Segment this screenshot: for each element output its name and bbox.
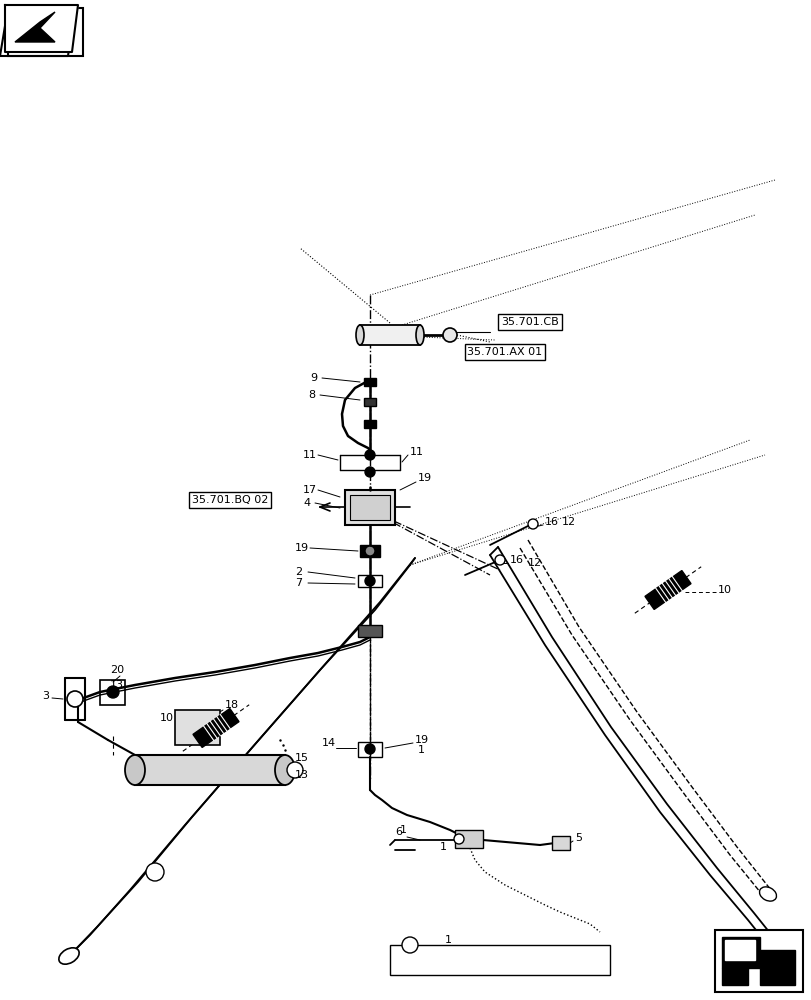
Text: 14: 14 xyxy=(322,738,336,748)
Polygon shape xyxy=(721,968,747,985)
Bar xyxy=(714,930,802,992)
Text: 16: 16 xyxy=(544,517,558,527)
Text: 7: 7 xyxy=(294,578,302,588)
Bar xyxy=(363,398,375,406)
Text: 13: 13 xyxy=(294,770,309,780)
Bar xyxy=(363,420,375,428)
Bar xyxy=(454,830,483,848)
Polygon shape xyxy=(5,5,78,52)
Bar xyxy=(551,836,569,850)
Circle shape xyxy=(146,863,164,881)
Circle shape xyxy=(365,546,375,556)
Bar xyxy=(8,8,83,56)
Circle shape xyxy=(443,328,457,342)
Polygon shape xyxy=(20,25,35,42)
Ellipse shape xyxy=(58,948,79,964)
Text: 11: 11 xyxy=(303,450,316,460)
Polygon shape xyxy=(721,937,794,985)
Text: 19: 19 xyxy=(294,543,309,553)
Circle shape xyxy=(495,555,504,565)
Text: 1: 1 xyxy=(440,842,446,852)
Circle shape xyxy=(365,467,375,477)
Circle shape xyxy=(401,937,418,953)
Circle shape xyxy=(527,519,538,529)
Text: 35.701.CB: 35.701.CB xyxy=(500,317,558,327)
Circle shape xyxy=(107,686,119,698)
Polygon shape xyxy=(724,940,754,960)
Text: 13: 13 xyxy=(109,680,124,690)
Bar xyxy=(350,495,389,520)
Bar xyxy=(135,755,285,785)
Ellipse shape xyxy=(355,325,363,345)
Ellipse shape xyxy=(125,755,145,785)
Polygon shape xyxy=(20,22,44,42)
Text: 1: 1 xyxy=(418,745,424,755)
Polygon shape xyxy=(12,12,60,50)
Text: 8: 8 xyxy=(307,390,315,400)
Bar xyxy=(389,945,609,975)
Polygon shape xyxy=(15,12,55,42)
Text: 19: 19 xyxy=(414,735,428,745)
Text: 15: 15 xyxy=(294,753,309,763)
Text: 35.701.BQ 02: 35.701.BQ 02 xyxy=(191,495,268,505)
Bar xyxy=(359,325,419,345)
Circle shape xyxy=(67,691,83,707)
Bar xyxy=(358,575,381,587)
Polygon shape xyxy=(193,709,238,747)
Text: 6: 6 xyxy=(394,827,401,837)
Bar xyxy=(358,742,381,757)
Text: 9: 9 xyxy=(310,373,317,383)
Circle shape xyxy=(365,576,375,586)
Bar xyxy=(100,680,125,705)
Bar xyxy=(175,710,220,745)
Text: 2: 2 xyxy=(294,567,302,577)
Text: 10: 10 xyxy=(160,713,174,723)
Text: 19: 19 xyxy=(418,473,431,483)
Text: 17: 17 xyxy=(303,485,317,495)
Text: 1: 1 xyxy=(444,935,452,945)
Bar xyxy=(345,490,394,525)
Text: 20: 20 xyxy=(109,665,124,675)
Polygon shape xyxy=(15,18,48,45)
Text: 5: 5 xyxy=(574,833,581,843)
Bar xyxy=(358,625,381,637)
Circle shape xyxy=(453,834,463,844)
Ellipse shape xyxy=(758,887,775,901)
Polygon shape xyxy=(644,571,690,609)
Bar xyxy=(359,545,380,557)
Ellipse shape xyxy=(765,938,783,954)
Text: 1: 1 xyxy=(400,825,406,835)
Text: 11: 11 xyxy=(410,447,423,457)
Circle shape xyxy=(286,762,303,778)
Circle shape xyxy=(365,450,375,460)
Text: 12: 12 xyxy=(527,558,542,568)
Text: 4: 4 xyxy=(303,498,310,508)
Ellipse shape xyxy=(275,755,294,785)
Text: 18: 18 xyxy=(225,700,238,710)
Circle shape xyxy=(365,744,375,754)
Text: 3: 3 xyxy=(42,691,49,701)
Text: 16: 16 xyxy=(509,555,523,565)
Text: 35.701.AX 01: 35.701.AX 01 xyxy=(467,347,542,357)
Ellipse shape xyxy=(415,325,423,345)
Text: 10: 10 xyxy=(717,585,731,595)
Bar xyxy=(363,378,375,386)
Text: 12: 12 xyxy=(561,517,576,527)
